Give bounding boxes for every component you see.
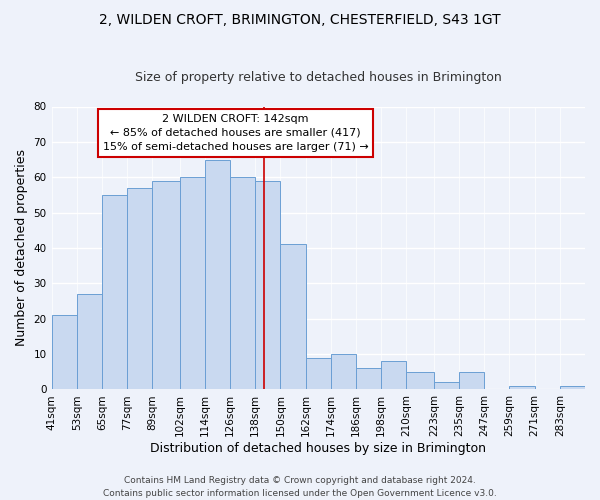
Bar	[331, 354, 356, 390]
Y-axis label: Number of detached properties: Number of detached properties	[15, 150, 28, 346]
Bar	[459, 372, 484, 390]
Bar	[230, 177, 255, 390]
Bar	[280, 244, 305, 390]
Bar	[102, 195, 127, 390]
Text: 2, WILDEN CROFT, BRIMINGTON, CHESTERFIELD, S43 1GT: 2, WILDEN CROFT, BRIMINGTON, CHESTERFIEL…	[99, 12, 501, 26]
Bar	[127, 188, 152, 390]
Bar	[406, 372, 434, 390]
Bar	[52, 315, 77, 390]
Bar	[255, 181, 280, 390]
Text: 2 WILDEN CROFT: 142sqm
← 85% of detached houses are smaller (417)
15% of semi-de: 2 WILDEN CROFT: 142sqm ← 85% of detached…	[103, 114, 368, 152]
Bar	[560, 386, 585, 390]
Bar	[509, 386, 535, 390]
Bar	[381, 361, 406, 390]
Bar	[434, 382, 459, 390]
Bar	[179, 177, 205, 390]
Text: Contains HM Land Registry data © Crown copyright and database right 2024.
Contai: Contains HM Land Registry data © Crown c…	[103, 476, 497, 498]
Title: Size of property relative to detached houses in Brimington: Size of property relative to detached ho…	[135, 72, 502, 85]
Bar	[356, 368, 381, 390]
Bar	[152, 181, 179, 390]
Bar	[305, 358, 331, 390]
Bar	[205, 160, 230, 390]
X-axis label: Distribution of detached houses by size in Brimington: Distribution of detached houses by size …	[150, 442, 486, 455]
Bar	[77, 294, 102, 390]
